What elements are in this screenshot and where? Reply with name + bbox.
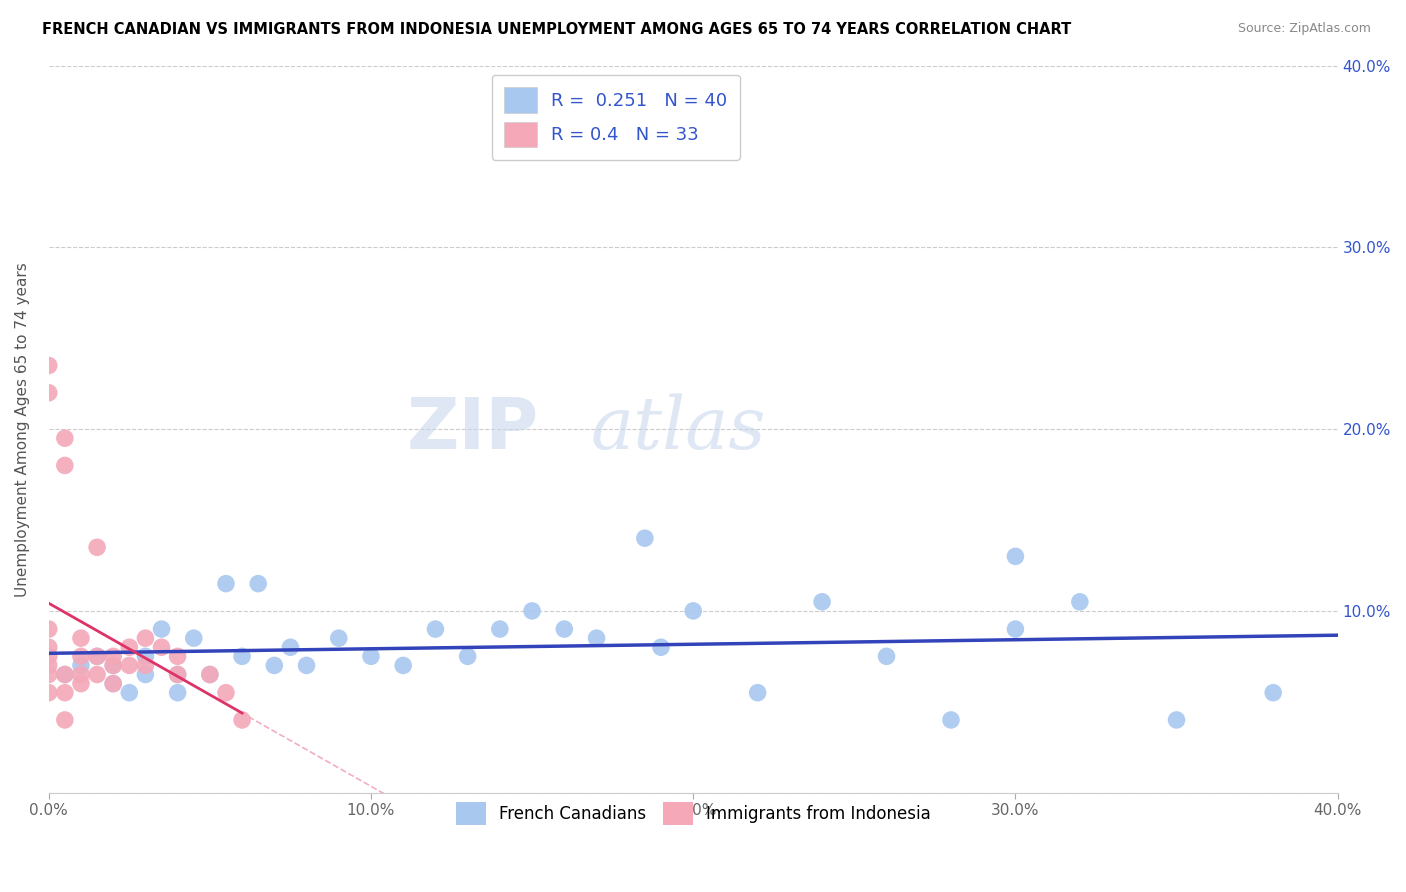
Point (150, 622, 173, 636)
Point (747, 686, 769, 700)
Point (1069, 595, 1091, 609)
Point (425, 622, 447, 636)
Point (103, 676, 125, 690)
Point (103, 658, 125, 673)
Point (183, 631, 205, 645)
Point (38, 640, 60, 655)
Point (634, 531, 657, 545)
Point (231, 713, 253, 727)
Point (166, 667, 188, 681)
Point (166, 667, 188, 681)
Point (134, 631, 156, 645)
Point (38, 359, 60, 373)
Point (103, 676, 125, 690)
Point (1263, 686, 1285, 700)
Point (295, 658, 318, 673)
Point (103, 649, 125, 664)
Point (70, 631, 93, 645)
Point (118, 686, 141, 700)
Point (38, 385, 60, 400)
Point (134, 649, 156, 664)
Text: Source: ZipAtlas.com: Source: ZipAtlas.com (1237, 22, 1371, 36)
Point (280, 640, 302, 655)
Point (53, 458, 76, 473)
Point (86, 649, 108, 664)
Point (553, 622, 575, 636)
Y-axis label: Unemployment Among Ages 65 to 74 years: Unemployment Among Ages 65 to 74 years (15, 261, 30, 597)
Point (103, 658, 125, 673)
Point (392, 658, 415, 673)
Point (215, 576, 238, 591)
Point (215, 686, 238, 700)
Point (38, 649, 60, 664)
Point (166, 686, 188, 700)
Legend: French Canadians, Immigrants from Indonesia: French Canadians, Immigrants from Indone… (446, 791, 941, 835)
Point (38, 658, 60, 673)
Point (231, 649, 253, 664)
Point (457, 649, 479, 664)
Point (263, 658, 285, 673)
Point (150, 640, 173, 655)
Point (53, 667, 76, 681)
Point (53, 686, 76, 700)
Point (86, 667, 108, 681)
Point (166, 649, 188, 664)
Point (360, 649, 382, 664)
Point (134, 658, 156, 673)
Point (118, 640, 141, 655)
Point (1004, 549, 1026, 564)
Point (70, 667, 93, 681)
Point (70, 676, 93, 690)
Point (86, 649, 108, 664)
Point (53, 431, 76, 445)
Point (118, 658, 141, 673)
Point (876, 649, 898, 664)
Point (682, 604, 704, 618)
Point (939, 713, 962, 727)
Point (38, 686, 60, 700)
Point (134, 667, 156, 681)
Point (247, 576, 270, 591)
Point (86, 541, 108, 555)
Point (198, 667, 221, 681)
Point (70, 658, 93, 673)
Point (489, 622, 512, 636)
Point (38, 667, 60, 681)
Point (520, 604, 543, 618)
Point (328, 631, 350, 645)
Point (1166, 713, 1188, 727)
Point (70, 649, 93, 664)
Point (198, 667, 221, 681)
Text: ZIP: ZIP (406, 394, 538, 464)
Point (650, 640, 672, 655)
Point (1004, 622, 1026, 636)
Text: FRENCH CANADIAN VS IMMIGRANTS FROM INDONESIA UNEMPLOYMENT AMONG AGES 65 TO 74 YE: FRENCH CANADIAN VS IMMIGRANTS FROM INDON… (42, 22, 1071, 37)
Point (53, 713, 76, 727)
Point (585, 631, 607, 645)
Point (811, 595, 834, 609)
Point (38, 622, 60, 636)
Point (53, 667, 76, 681)
Text: atlas: atlas (591, 394, 766, 465)
